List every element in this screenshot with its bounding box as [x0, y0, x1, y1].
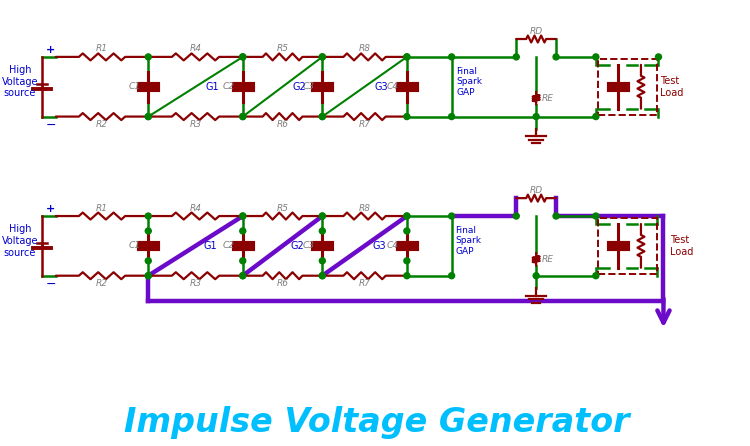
Circle shape: [320, 273, 326, 279]
Circle shape: [320, 213, 326, 219]
Circle shape: [448, 114, 454, 120]
Text: R4: R4: [190, 45, 202, 54]
Text: High
Voltage
source: High Voltage source: [2, 224, 38, 257]
Circle shape: [240, 273, 246, 279]
Text: C2: C2: [223, 82, 235, 91]
Text: G3: G3: [374, 82, 388, 92]
Circle shape: [513, 54, 519, 60]
Text: R7: R7: [358, 279, 370, 288]
Circle shape: [320, 114, 326, 120]
Text: R5: R5: [277, 203, 289, 213]
Circle shape: [146, 54, 152, 60]
Text: +: +: [46, 204, 55, 214]
Circle shape: [240, 258, 246, 264]
Circle shape: [448, 213, 454, 219]
Circle shape: [240, 213, 246, 219]
Text: Final
Spark
GAP: Final Spark GAP: [455, 226, 482, 256]
Circle shape: [146, 228, 152, 234]
Text: Final
Spark
GAP: Final Spark GAP: [457, 67, 482, 97]
Text: R4: R4: [190, 203, 202, 213]
Circle shape: [240, 54, 246, 60]
Text: C3: C3: [302, 82, 314, 91]
Circle shape: [404, 213, 410, 219]
Circle shape: [592, 54, 598, 60]
Circle shape: [240, 228, 246, 234]
Text: G1: G1: [203, 241, 217, 251]
Text: G1: G1: [206, 82, 219, 92]
Circle shape: [404, 273, 410, 279]
Text: RD: RD: [530, 186, 543, 194]
Text: R2: R2: [96, 279, 108, 288]
Circle shape: [240, 114, 246, 120]
Text: R6: R6: [277, 279, 289, 288]
Text: R6: R6: [277, 120, 289, 129]
Circle shape: [146, 114, 152, 120]
Circle shape: [404, 228, 410, 234]
Text: C4: C4: [387, 82, 399, 91]
Circle shape: [592, 273, 598, 279]
Text: RE: RE: [542, 94, 554, 103]
Circle shape: [320, 54, 326, 60]
Circle shape: [448, 273, 454, 279]
Circle shape: [320, 273, 326, 279]
Circle shape: [320, 228, 326, 234]
Text: R8: R8: [358, 203, 370, 213]
Circle shape: [240, 114, 246, 120]
Circle shape: [404, 213, 410, 219]
Text: G2: G2: [290, 241, 304, 251]
Text: R5: R5: [277, 45, 289, 54]
Text: +: +: [46, 45, 55, 55]
Text: Impulse Voltage Generator: Impulse Voltage Generator: [124, 406, 630, 439]
Text: C1: C1: [128, 82, 140, 91]
Circle shape: [146, 273, 152, 279]
Circle shape: [320, 213, 326, 219]
Circle shape: [533, 273, 539, 279]
Circle shape: [592, 114, 598, 120]
Text: −: −: [46, 278, 56, 291]
Circle shape: [404, 54, 410, 60]
Text: −: −: [46, 119, 56, 132]
Circle shape: [404, 114, 410, 120]
Circle shape: [553, 54, 559, 60]
Text: R2: R2: [96, 120, 108, 129]
Circle shape: [320, 258, 326, 264]
Circle shape: [404, 54, 410, 60]
Circle shape: [592, 213, 598, 219]
Text: RE: RE: [542, 255, 554, 264]
Circle shape: [404, 258, 410, 264]
Text: G3: G3: [373, 241, 386, 251]
Text: R3: R3: [190, 120, 202, 129]
Text: C4: C4: [387, 241, 399, 250]
Text: Test
Load: Test Load: [661, 76, 684, 98]
Text: R3: R3: [190, 279, 202, 288]
Circle shape: [553, 213, 559, 219]
Circle shape: [240, 54, 246, 60]
Circle shape: [240, 213, 246, 219]
Circle shape: [240, 273, 246, 279]
Text: Test
Load: Test Load: [670, 235, 694, 257]
Text: C2: C2: [223, 241, 235, 250]
Text: RD: RD: [530, 27, 543, 36]
Circle shape: [146, 213, 152, 219]
Circle shape: [320, 54, 326, 60]
Text: C3: C3: [302, 241, 314, 250]
Circle shape: [448, 54, 454, 60]
Circle shape: [320, 114, 326, 120]
Text: R1: R1: [96, 203, 108, 213]
Text: R8: R8: [358, 45, 370, 54]
Text: G2: G2: [292, 82, 306, 92]
Circle shape: [146, 273, 152, 279]
Circle shape: [656, 54, 662, 60]
Circle shape: [146, 114, 152, 120]
Circle shape: [146, 258, 152, 264]
Circle shape: [513, 213, 519, 219]
Text: R7: R7: [358, 120, 370, 129]
Text: High
Voltage
source: High Voltage source: [2, 65, 38, 99]
Text: R1: R1: [96, 45, 108, 54]
Circle shape: [533, 114, 539, 120]
Text: C1: C1: [128, 241, 140, 250]
